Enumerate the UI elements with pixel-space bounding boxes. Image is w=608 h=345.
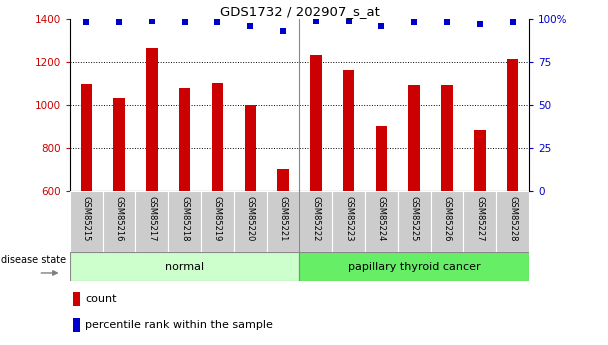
Point <box>475 21 485 27</box>
Bar <box>212 82 223 191</box>
Bar <box>73 292 80 306</box>
Bar <box>179 88 190 191</box>
Text: GSM85222: GSM85222 <box>311 196 320 242</box>
Bar <box>103 191 136 252</box>
Bar <box>73 318 80 332</box>
Bar <box>507 59 518 191</box>
Text: GSM85218: GSM85218 <box>180 196 189 242</box>
Point <box>376 23 386 29</box>
Text: papillary thyroid cancer: papillary thyroid cancer <box>348 262 480 272</box>
Text: GSM85217: GSM85217 <box>147 196 156 242</box>
Text: normal: normal <box>165 262 204 272</box>
Bar <box>244 105 256 191</box>
Bar <box>496 191 529 252</box>
Bar <box>365 191 398 252</box>
Bar <box>70 191 103 252</box>
Bar <box>430 191 463 252</box>
Text: count: count <box>85 294 117 304</box>
Text: disease state: disease state <box>1 255 66 265</box>
Bar <box>168 191 201 252</box>
Text: GSM85225: GSM85225 <box>410 196 419 242</box>
Text: GSM85221: GSM85221 <box>278 196 288 242</box>
Bar <box>332 191 365 252</box>
Bar <box>201 191 234 252</box>
Bar <box>343 70 354 191</box>
Point <box>442 20 452 25</box>
Point <box>278 28 288 34</box>
Bar <box>146 48 157 191</box>
Text: GSM85219: GSM85219 <box>213 196 222 242</box>
Bar <box>267 191 300 252</box>
Text: GSM85227: GSM85227 <box>475 196 485 242</box>
Bar <box>234 191 267 252</box>
Point <box>180 20 190 25</box>
Text: GSM85216: GSM85216 <box>114 196 123 242</box>
Bar <box>70 252 299 281</box>
Bar <box>136 191 168 252</box>
Bar <box>277 169 289 191</box>
Bar <box>310 55 322 191</box>
Bar <box>113 98 125 191</box>
Point <box>213 20 223 25</box>
Bar <box>81 83 92 191</box>
Bar <box>463 191 496 252</box>
Text: GSM85226: GSM85226 <box>443 196 452 242</box>
Text: GSM85223: GSM85223 <box>344 196 353 242</box>
Bar <box>300 252 529 281</box>
Text: GSM85215: GSM85215 <box>82 196 91 242</box>
Bar <box>376 126 387 191</box>
Bar <box>300 191 332 252</box>
Point <box>81 20 91 25</box>
Text: GSM85224: GSM85224 <box>377 196 386 242</box>
Bar <box>441 85 453 191</box>
Bar <box>409 85 420 191</box>
Point <box>246 23 255 29</box>
Point <box>508 20 517 25</box>
Text: GSM85220: GSM85220 <box>246 196 255 242</box>
Point <box>311 18 320 23</box>
Point <box>147 18 157 23</box>
Point <box>409 20 419 25</box>
Point <box>114 20 124 25</box>
Text: GSM85228: GSM85228 <box>508 196 517 242</box>
Point <box>344 18 353 23</box>
Title: GDS1732 / 202907_s_at: GDS1732 / 202907_s_at <box>219 5 379 18</box>
Text: percentile rank within the sample: percentile rank within the sample <box>85 320 273 330</box>
Bar <box>474 130 486 191</box>
Bar <box>398 191 430 252</box>
